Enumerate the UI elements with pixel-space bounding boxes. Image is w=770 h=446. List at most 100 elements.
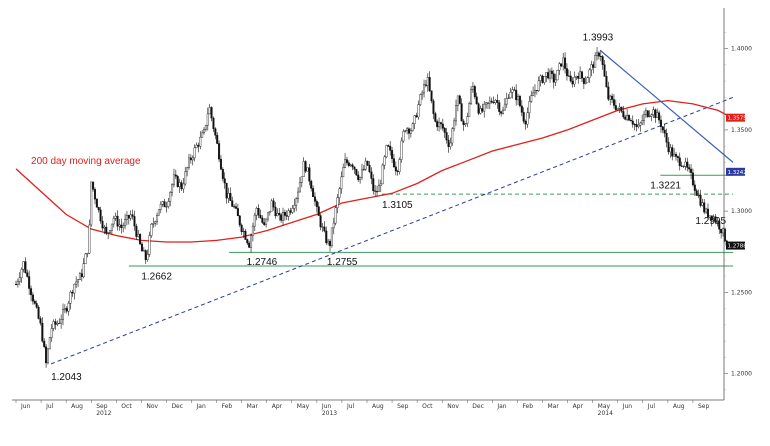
candle-body (41, 322, 44, 342)
candle-body (159, 204, 162, 210)
x-tick-label-1: Jul (45, 403, 54, 410)
x-tick-label-19: Jan (496, 403, 506, 410)
candle-body (214, 128, 217, 136)
candle-body (556, 69, 559, 81)
candle-body (171, 184, 174, 193)
candle-body (14, 284, 17, 286)
candle-body (182, 183, 185, 190)
candle-body (225, 182, 228, 199)
candle-body (101, 220, 104, 229)
candle-body (500, 111, 503, 114)
candle-body (377, 185, 380, 193)
candle-body (518, 96, 521, 107)
candle-body (543, 76, 546, 83)
candle-body (396, 170, 399, 172)
candle-body (169, 192, 172, 202)
candle-body (436, 121, 439, 128)
candle-body (35, 303, 38, 308)
candle-body (298, 182, 301, 193)
candle-body (308, 167, 311, 182)
candle-body (584, 82, 587, 84)
candle-body (142, 250, 145, 252)
candle-body (65, 308, 68, 312)
candle-body (599, 55, 602, 57)
candle-body (413, 115, 416, 124)
candle-body (460, 103, 463, 122)
candle-body (75, 281, 78, 285)
candle-body (313, 196, 316, 202)
candle-body (582, 77, 585, 84)
x-tick-label-2: Aug (71, 403, 83, 410)
candle-body (244, 230, 247, 240)
x-tick-label-8: Feb (222, 403, 233, 410)
candle-body (424, 84, 427, 86)
candle-body (686, 161, 689, 168)
candle-body (344, 159, 347, 168)
candle-body (110, 223, 113, 231)
candle-body (165, 206, 168, 208)
candle-body (661, 126, 664, 131)
candle-body (90, 181, 93, 226)
candle-body (541, 75, 544, 83)
candle-body (157, 209, 160, 216)
x-tick-label-16: Oct (422, 403, 433, 410)
candle-body (614, 105, 617, 110)
candle-body (404, 130, 407, 132)
candle-body (532, 92, 535, 96)
candle-body (451, 128, 454, 144)
price-tag-0 (726, 113, 745, 122)
candle-body (722, 228, 725, 234)
candle-body (468, 103, 471, 117)
candle-body (67, 303, 70, 312)
candle-body (490, 100, 493, 103)
candle-body (263, 222, 266, 225)
candle-body (22, 261, 25, 270)
candle-body (409, 130, 412, 134)
candle-body (54, 321, 57, 325)
candle-body (580, 71, 583, 79)
candle-body (374, 190, 377, 192)
x-tick-label-14: Aug (372, 403, 384, 410)
y-tick-label-1: 1.2500 (731, 289, 752, 296)
candle-body (43, 340, 46, 347)
candle-body (353, 166, 356, 170)
candle-body (588, 69, 591, 78)
candle-body (462, 120, 465, 125)
candle-body (223, 178, 226, 184)
candle-body (675, 154, 678, 157)
candle-body (95, 198, 98, 208)
candle-body (221, 169, 224, 179)
candle-body (152, 223, 155, 225)
candle-body (84, 253, 87, 264)
candle-body (176, 176, 179, 187)
candle-body (477, 103, 480, 114)
candle-body (481, 108, 484, 112)
candle-body (77, 279, 80, 283)
candle-body (496, 99, 499, 103)
candle-body (274, 206, 277, 217)
candle-body (283, 212, 286, 216)
candle-body (479, 108, 482, 114)
candle-body (218, 143, 221, 160)
level-label-2: 1.2746 (247, 257, 278, 268)
x-tick-label-4: Oct (121, 403, 132, 410)
candle-body (597, 52, 600, 57)
candle-body (641, 120, 644, 124)
candle-body (219, 158, 222, 170)
candle-body (107, 232, 110, 234)
candle-body (233, 206, 236, 208)
x-tick-label-3: Sep (96, 403, 108, 410)
candle-body (430, 90, 433, 102)
candle-body (295, 198, 298, 206)
candle-body (334, 207, 337, 224)
x-tick-label-7: Jan (196, 403, 206, 410)
candle-body (624, 116, 627, 120)
candle-body (652, 109, 655, 115)
x-tick-label-10: Apr (272, 403, 283, 410)
candle-body (62, 309, 65, 320)
candle-body (97, 207, 100, 211)
candle-body (92, 181, 95, 190)
candle-body (186, 167, 189, 172)
candle-body (690, 168, 693, 173)
candle-body (255, 208, 258, 216)
